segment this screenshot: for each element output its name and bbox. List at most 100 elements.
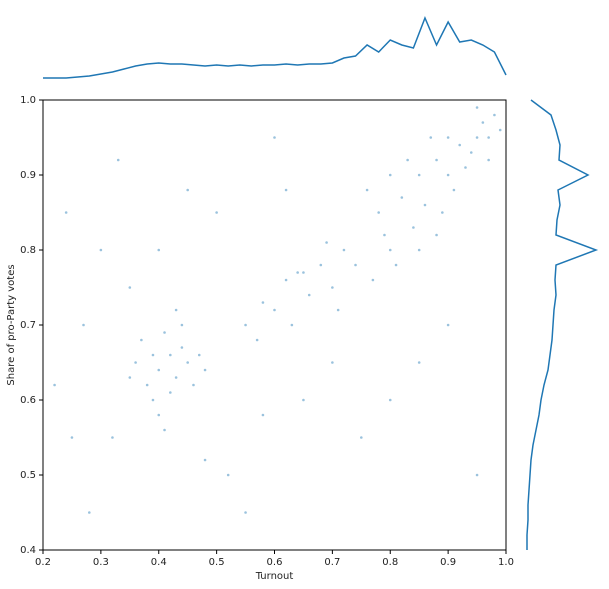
point — [331, 286, 334, 289]
point — [487, 136, 490, 139]
point — [475, 473, 479, 477]
point — [464, 166, 467, 169]
point — [446, 136, 450, 139]
x-tick-label: 0.7 — [324, 557, 340, 568]
point — [186, 361, 189, 364]
marginal-line — [43, 16, 507, 79]
point — [261, 413, 265, 417]
point — [331, 361, 334, 364]
point — [388, 248, 392, 252]
point — [88, 511, 91, 514]
x-tick-label: 0.9 — [440, 557, 456, 568]
point — [406, 158, 409, 162]
point — [157, 413, 161, 417]
point — [354, 263, 357, 267]
point — [365, 188, 369, 192]
point — [394, 263, 398, 267]
point — [441, 211, 444, 214]
y-tick-label: 0.7 — [20, 320, 36, 331]
point — [475, 106, 479, 109]
point — [163, 428, 166, 432]
point — [215, 211, 218, 214]
x-tick-label: 0.6 — [267, 557, 283, 568]
y-tick-label: 0.8 — [20, 245, 36, 256]
point — [435, 233, 438, 237]
x-axis-label: Turnout — [255, 571, 294, 582]
point — [284, 278, 288, 282]
point — [163, 331, 166, 334]
point — [128, 376, 132, 379]
point — [53, 383, 56, 387]
point — [192, 383, 195, 387]
point — [388, 398, 392, 402]
point — [452, 188, 456, 192]
point — [197, 353, 201, 357]
point — [157, 368, 161, 372]
point — [174, 308, 178, 312]
point — [99, 248, 103, 252]
y-tick-label: 0.9 — [20, 170, 36, 181]
point — [469, 151, 473, 154]
marginal-line — [526, 99, 599, 550]
point — [180, 323, 184, 327]
point — [319, 263, 323, 267]
y-tick-label: 0.6 — [20, 395, 36, 406]
point — [180, 346, 184, 349]
point — [458, 143, 462, 147]
point — [296, 271, 299, 274]
plot-frame — [42, 99, 507, 551]
point — [423, 203, 427, 207]
point — [342, 248, 346, 252]
point — [412, 226, 415, 229]
point — [82, 323, 85, 327]
point — [302, 271, 305, 274]
point — [307, 293, 311, 297]
point — [145, 383, 149, 387]
point — [284, 188, 288, 192]
x-tick-label: 0.8 — [382, 557, 398, 568]
point — [255, 338, 259, 342]
point — [481, 121, 485, 124]
y-tick-label: 0.4 — [20, 545, 36, 556]
x-tick-label: 0.4 — [151, 557, 167, 568]
point — [417, 173, 421, 177]
point — [169, 353, 172, 357]
x-tick-label: 0.3 — [93, 557, 109, 568]
point — [493, 113, 496, 117]
point — [435, 158, 438, 162]
point — [261, 301, 265, 304]
point — [475, 136, 479, 139]
point — [417, 361, 421, 364]
y-tick-label: 0.5 — [20, 470, 36, 481]
point — [325, 241, 328, 244]
point — [383, 233, 386, 237]
point — [273, 308, 276, 312]
point — [203, 368, 207, 372]
point — [417, 248, 421, 252]
point — [111, 436, 114, 439]
x-tick-label: 1.0 — [498, 557, 514, 568]
point — [244, 511, 247, 514]
point — [371, 278, 375, 282]
point — [134, 361, 137, 364]
point — [174, 376, 178, 379]
y-axis-label: Share of pro-Party votes — [6, 264, 17, 385]
point — [140, 338, 143, 342]
point — [70, 436, 74, 439]
x-tick-label: 0.2 — [35, 557, 51, 568]
point — [360, 436, 363, 439]
point — [400, 196, 404, 199]
point — [226, 473, 230, 477]
point — [290, 323, 294, 327]
point — [151, 398, 155, 402]
point — [169, 391, 172, 394]
point — [157, 248, 161, 252]
point — [116, 158, 120, 162]
point — [498, 128, 502, 132]
point — [429, 136, 433, 139]
point — [203, 458, 207, 462]
point — [377, 211, 380, 214]
y-tick-label: 1.0 — [20, 95, 36, 106]
point — [446, 323, 450, 327]
